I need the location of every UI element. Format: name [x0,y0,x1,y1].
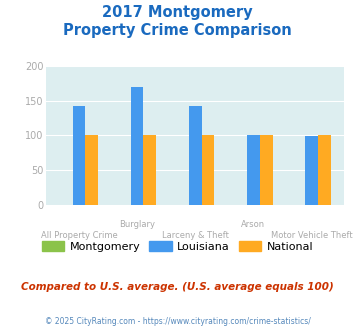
Bar [318,135,331,205]
Text: 2017 Montgomery: 2017 Montgomery [102,5,253,20]
Bar [260,135,273,205]
Bar [72,106,85,205]
Text: All Property Crime: All Property Crime [40,231,117,240]
Bar [305,136,318,205]
Bar [189,106,202,205]
Text: Arson: Arson [241,220,266,229]
Text: Burglary: Burglary [119,220,155,229]
Legend: Montgomery, Louisiana, National: Montgomery, Louisiana, National [37,237,318,256]
Text: Compared to U.S. average. (U.S. average equals 100): Compared to U.S. average. (U.S. average … [21,282,334,292]
Bar [85,135,98,205]
Text: © 2025 CityRating.com - https://www.cityrating.com/crime-statistics/: © 2025 CityRating.com - https://www.city… [45,317,310,326]
Bar [131,87,143,205]
Text: Motor Vehicle Theft: Motor Vehicle Theft [271,231,353,240]
Text: Larceny & Theft: Larceny & Theft [162,231,229,240]
Bar [247,135,260,205]
Bar [202,135,214,205]
Bar [143,135,156,205]
Text: Property Crime Comparison: Property Crime Comparison [63,23,292,38]
